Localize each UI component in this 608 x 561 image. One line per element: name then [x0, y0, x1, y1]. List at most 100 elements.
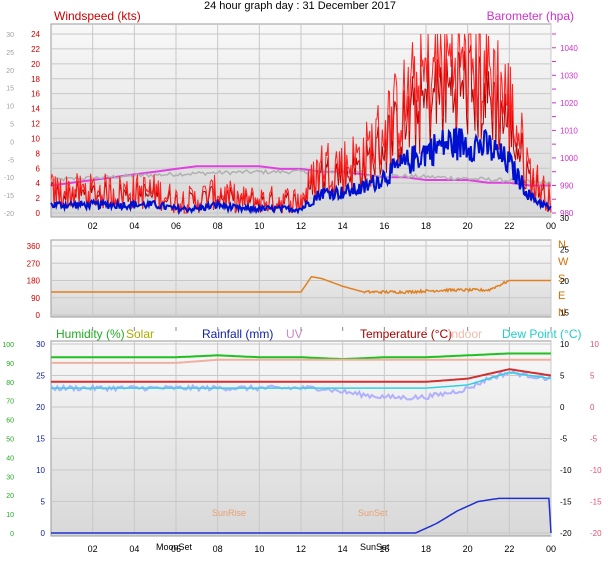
- wind-x-tick: 00: [546, 221, 556, 231]
- sunset-axis-annotation: SunSet: [360, 542, 390, 552]
- barometer-line: [50, 165, 551, 187]
- weather-x-tick: 04: [129, 544, 139, 554]
- rain-y-tick: 15: [36, 435, 45, 444]
- temp-y-tick: -20: [560, 529, 572, 538]
- weather-x-tick: 12: [296, 544, 306, 554]
- temp-y-tick: 10: [560, 340, 569, 349]
- temp-y-tick: 25: [560, 246, 569, 255]
- temp-y-tick: 30: [560, 214, 569, 223]
- barometer-y-tick: 1000: [560, 154, 578, 163]
- temp-right-y-tick: -20: [590, 529, 602, 538]
- dewpoint-line: [51, 371, 552, 389]
- grey-y-tick: 10: [6, 104, 14, 111]
- wind-x-tick: 08: [213, 221, 223, 231]
- humidity-y-tick: 60: [6, 418, 14, 425]
- temp-y-tick: 0: [560, 403, 565, 412]
- grey-line: [50, 168, 552, 186]
- sunrise-annotation: SunRise: [212, 508, 246, 518]
- weather-x-tick: 16: [379, 544, 389, 554]
- humidity-y-tick: 30: [6, 474, 14, 481]
- grey-y-tick: -15: [4, 193, 14, 200]
- wind-x-tick: 02: [88, 221, 98, 231]
- wind-y-tick: 0: [36, 209, 41, 218]
- wind-y-tick: 4: [36, 179, 41, 188]
- rain-y-tick: 30: [36, 340, 45, 349]
- temp-y-tick: 20: [560, 277, 569, 286]
- humidity-label: Humidity (%): [56, 327, 125, 341]
- rain-y-tick: 10: [36, 466, 45, 475]
- humidity-y-tick: 90: [6, 361, 14, 368]
- temperature-line: [51, 368, 552, 383]
- rainfall-line: [51, 497, 552, 534]
- humidity-y-tick: 80: [6, 380, 14, 387]
- grey-y-tick: -10: [4, 175, 14, 182]
- grey-y-tick: 15: [6, 86, 14, 93]
- weather-x-tick: 06: [171, 544, 181, 554]
- dir-y-tick: 360: [27, 242, 41, 251]
- wind-x-tick: 10: [254, 221, 264, 231]
- wind-average-line: [50, 127, 552, 216]
- weather-x-tick: 02: [88, 544, 98, 554]
- grey-y-tick: 25: [6, 50, 14, 57]
- wind-x-tick: 20: [463, 221, 473, 231]
- wind-x-tick: 04: [129, 221, 139, 231]
- weather-x-tick: 14: [338, 544, 348, 554]
- humidity-y-tick: 40: [6, 455, 14, 462]
- rain-y-tick: 20: [36, 403, 45, 412]
- dir-y-tick: 270: [27, 259, 41, 268]
- uv-label: UV: [286, 327, 303, 341]
- dir-compass-tick: N: [558, 239, 566, 251]
- solar-label: Solar: [126, 327, 154, 341]
- grey-y-tick: -20: [4, 211, 14, 218]
- temp-right-y-tick: -10: [590, 466, 602, 475]
- humidity-y-tick: 50: [6, 437, 14, 444]
- wind-y-tick: 18: [31, 75, 40, 84]
- windspeed-label: Windspeed (kts): [54, 9, 141, 23]
- wind-y-tick: 10: [31, 134, 40, 143]
- wind-y-tick: 24: [31, 30, 40, 39]
- wind-y-tick: 20: [31, 60, 40, 69]
- wind-y-tick: 2: [36, 194, 41, 203]
- wind-y-tick: 22: [31, 45, 40, 54]
- humidity-y-tick: 10: [6, 512, 14, 519]
- barometer-label: Barometer (hpa): [487, 9, 574, 23]
- rain-y-tick: 25: [36, 372, 45, 381]
- weather-x-tick: 10: [254, 544, 264, 554]
- weather-x-tick: 08: [213, 544, 223, 554]
- wind-x-tick: 12: [296, 221, 306, 231]
- wind-x-tick: 14: [338, 221, 348, 231]
- temp-y-tick: 5: [560, 372, 565, 381]
- barometer-y-tick: 990: [560, 181, 574, 190]
- temp-y-tick: -15: [560, 498, 572, 507]
- dir-y-tick: 0: [36, 311, 41, 320]
- rainfall-label: Rainfall (mm): [202, 327, 273, 341]
- barometer-y-tick: 1010: [560, 126, 578, 135]
- humidity-line: [51, 352, 551, 361]
- barometer-y-tick: 1030: [560, 71, 578, 80]
- chart-title: 24 hour graph day : 31 December 2017: [204, 0, 396, 12]
- wind-y-tick: 6: [36, 164, 41, 173]
- temp-y-tick: -5: [560, 435, 568, 444]
- barometer-y-tick: 1040: [560, 44, 578, 53]
- wind-y-tick: 12: [31, 120, 40, 129]
- barometer-y-tick: 1020: [560, 99, 578, 108]
- wind-y-tick: 8: [36, 149, 41, 158]
- weather-x-tick: 00: [546, 544, 556, 554]
- grey-y-tick: -5: [8, 157, 14, 164]
- humidity-y-tick: 100: [2, 342, 14, 349]
- temp-right-y-tick: 10: [590, 340, 599, 349]
- grey-y-tick: 5: [10, 122, 14, 129]
- wind-direction-line: [51, 275, 551, 295]
- humidity-y-tick: 70: [6, 399, 14, 406]
- temp-right-y-tick: 0: [590, 403, 595, 412]
- temp-y-tick: -10: [560, 466, 572, 475]
- grey-y-tick: 20: [6, 68, 14, 75]
- dir-y-tick: 180: [27, 277, 41, 286]
- dewpoint-label: Dew Point (°C): [502, 327, 581, 341]
- dir-compass-tick: E: [558, 290, 565, 302]
- grey-y-tick: 30: [6, 32, 14, 39]
- dir-compass-tick: S: [558, 273, 565, 285]
- weather-x-tick: 22: [504, 544, 514, 554]
- indoor-label: Indoor: [448, 327, 482, 341]
